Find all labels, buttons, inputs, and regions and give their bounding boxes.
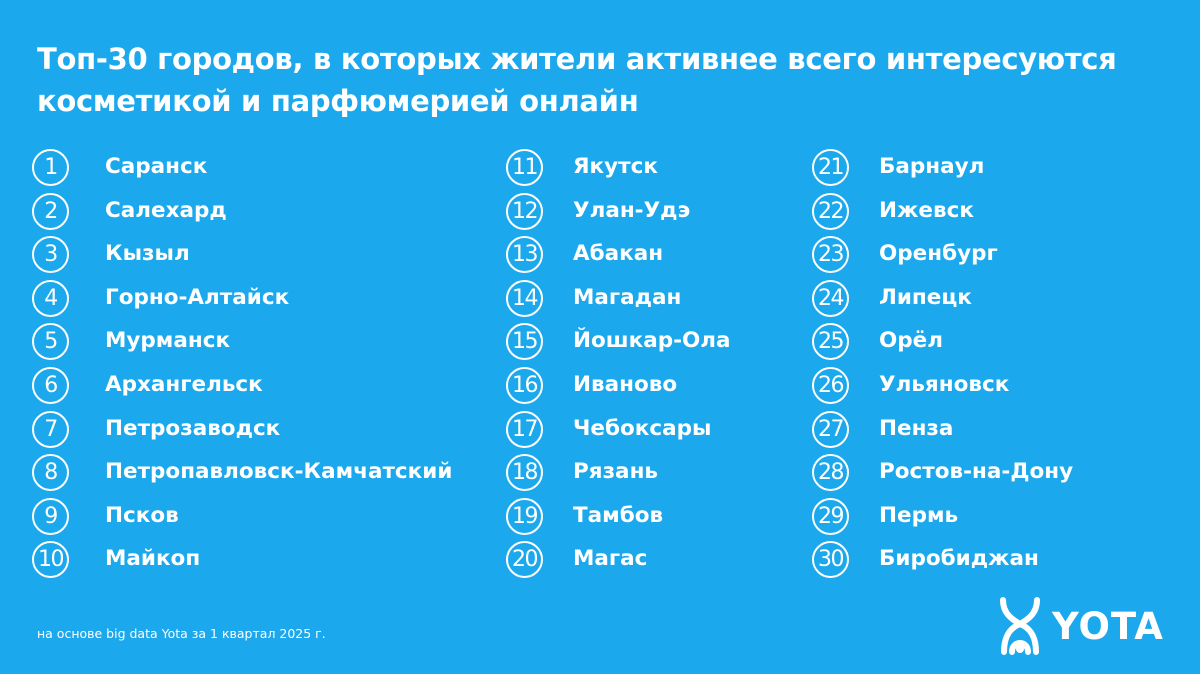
rank-badge: 10 <box>32 541 69 579</box>
rank-badge: 5 <box>32 323 69 361</box>
rank-badge: 17 <box>506 410 543 448</box>
yota-logo-icon <box>1000 597 1040 655</box>
city-name: Улан-Удэ <box>573 197 691 223</box>
rank-badge: 19 <box>506 497 543 535</box>
footnote: на основе big data Yota за 1 квартал 202… <box>37 626 326 641</box>
rank-badge: 24 <box>812 279 849 317</box>
city-name: Барнаул <box>879 154 985 179</box>
city-name: Ульяновск <box>879 371 1010 397</box>
city-name: Петрозаводск <box>105 415 281 441</box>
rank-badge: 16 <box>506 366 543 404</box>
rank-badge: 28 <box>812 454 849 492</box>
city-name: Пермь <box>879 502 959 528</box>
rank-badge: 14 <box>506 279 543 317</box>
rank-badge: 2 <box>32 192 69 230</box>
city-name: Псков <box>105 502 179 528</box>
yota-logo: YOTA <box>998 596 1164 656</box>
city-name: Орёл <box>879 328 943 354</box>
rank-badge: 20 <box>506 541 543 579</box>
city-name: Липецк <box>879 284 972 310</box>
rank-badge: 11 <box>506 149 543 186</box>
rank-badge: 6 <box>32 366 69 404</box>
city-name: Ростов-на-Дону <box>879 459 1074 485</box>
city-name: Архангельск <box>105 371 263 397</box>
city-name: Якутск <box>573 154 658 179</box>
rank-badge: 13 <box>506 236 543 274</box>
city-name: Майкоп <box>105 546 201 572</box>
city-name: Биробиджан <box>879 546 1039 572</box>
city-name: Оренбург <box>879 241 998 267</box>
rank-badge: 26 <box>812 366 849 404</box>
city-name: Салехард <box>105 197 227 223</box>
city-name: Магас <box>573 546 648 572</box>
city-name: Ижевск <box>879 197 974 223</box>
city-name: Иваново <box>573 371 678 397</box>
city-name: Мурманск <box>105 328 231 354</box>
rank-badge: 23 <box>812 236 849 274</box>
rank-badge: 29 <box>812 497 849 535</box>
logo-text: YOTA <box>1052 604 1164 648</box>
rank-badge: 30 <box>812 541 849 579</box>
rank-badge: 7 <box>32 410 69 448</box>
rank-badge: 1 <box>32 149 69 186</box>
city-name: Абакан <box>573 241 664 267</box>
rank-badge: 15 <box>506 323 543 361</box>
city-name: Йошкар-Ола <box>573 328 731 354</box>
rank-badge: 27 <box>812 410 849 448</box>
city-name: Саранск <box>105 154 208 179</box>
rank-badge: 12 <box>506 192 543 230</box>
page-title: Топ-30 городов, в которых жители активне… <box>37 42 1117 118</box>
rank-badge: 9 <box>32 497 69 535</box>
rank-badge: 4 <box>32 279 69 317</box>
rank-badge: 3 <box>32 236 69 274</box>
city-name: Петропавловск-Камчатский <box>105 459 453 485</box>
city-name: Тамбов <box>573 502 664 528</box>
city-name: Рязань <box>573 459 659 485</box>
city-name: Чебоксары <box>573 415 712 441</box>
rank-badge: 25 <box>812 323 849 361</box>
rank-badge: 18 <box>506 454 543 492</box>
city-name: Пенза <box>879 415 954 441</box>
city-name: Кызыл <box>105 241 190 267</box>
city-name: Горно-Алтайск <box>105 284 290 310</box>
rank-badge: 22 <box>812 192 849 230</box>
rank-badge: 21 <box>812 149 849 186</box>
rank-badge: 8 <box>32 454 69 492</box>
city-name: Магадан <box>573 284 682 310</box>
